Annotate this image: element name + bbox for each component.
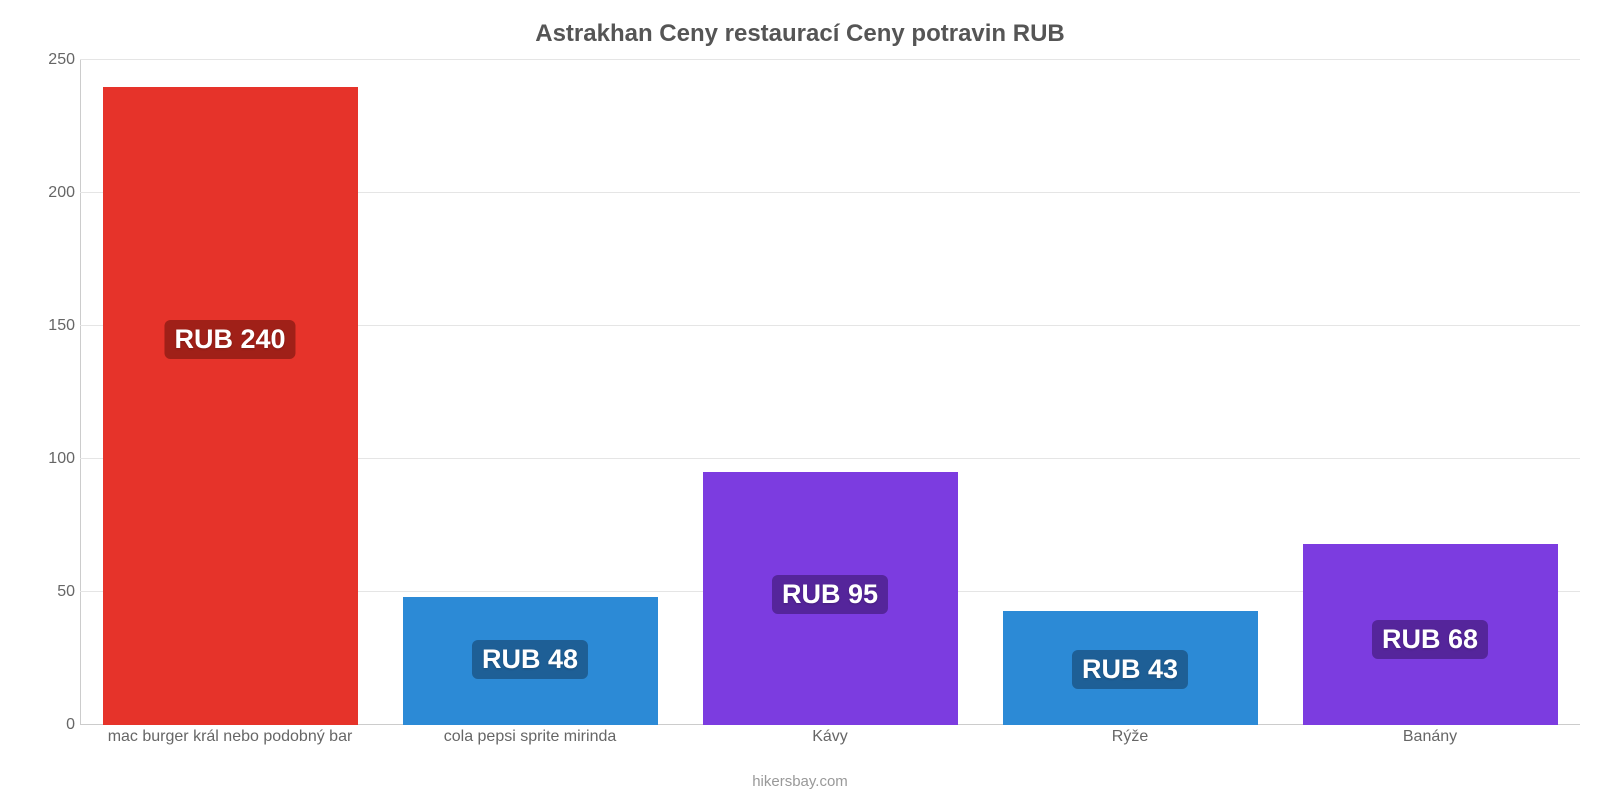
x-category-label: cola pepsi sprite mirinda [444,728,617,746]
value-badge: RUB 68 [1372,620,1488,659]
chart-plot-area [80,60,1580,725]
value-badge: RUB 95 [772,575,888,614]
y-axis-labels: 050100150200250 [40,60,75,725]
x-category-label: Kávy [812,728,848,746]
chart-title: Astrakhan Ceny restaurací Ceny potravin … [0,20,1600,48]
y-tick-label: 0 [40,716,75,734]
y-axis-line [80,60,81,725]
value-badge: RUB 240 [164,320,295,359]
y-tick-label: 100 [40,450,75,468]
x-category-label: Rýže [1112,728,1148,746]
x-category-label: Banány [1403,728,1457,746]
y-tick-label: 250 [40,51,75,69]
value-badge: RUB 43 [1072,650,1188,689]
x-axis-labels: mac burger král nebo podobný bar cola pep… [80,728,1580,758]
value-badge: RUB 48 [472,640,588,679]
y-tick-label: 150 [40,317,75,335]
y-tick-label: 50 [40,583,75,601]
x-category-label: mac burger král nebo podobný bar [108,728,353,746]
y-tick-label: 200 [40,184,75,202]
attribution-text: hikersbay.com [0,773,1600,790]
bar [103,87,358,725]
gridline [80,59,1580,60]
